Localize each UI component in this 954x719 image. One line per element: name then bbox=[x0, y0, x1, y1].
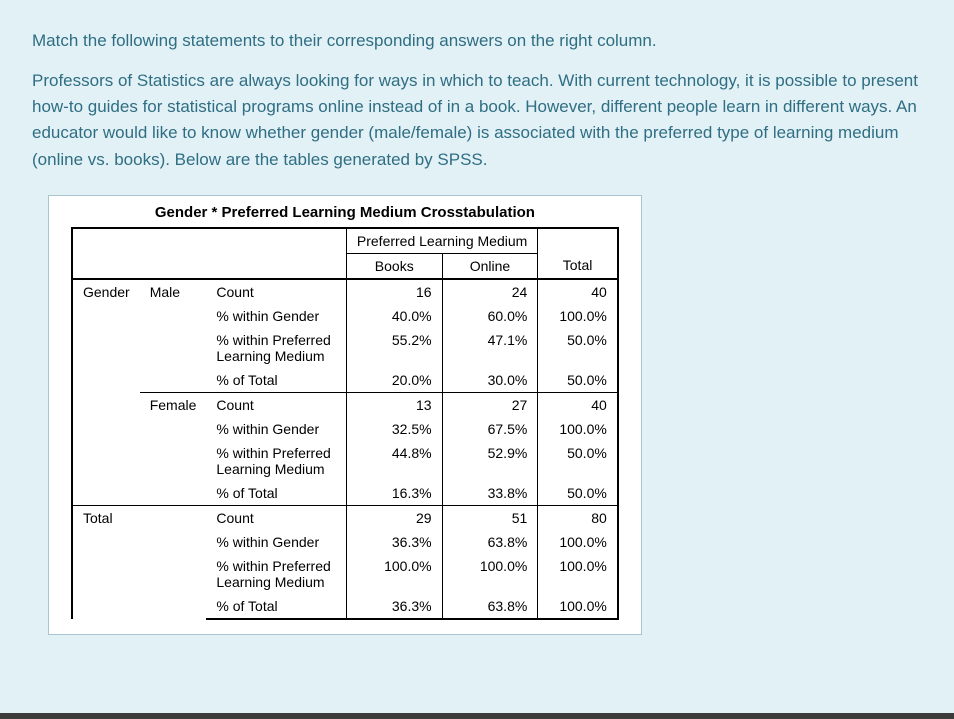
cell: 52.9% bbox=[442, 441, 538, 481]
cell: 60.0% bbox=[442, 304, 538, 328]
row-male-count: Gender Male Count 16 24 40 bbox=[72, 279, 618, 304]
stub-pct-plm: % within PreferredLearning Medium bbox=[206, 441, 346, 481]
cell: 16.3% bbox=[346, 481, 442, 506]
cell: 33.8% bbox=[442, 481, 538, 506]
stub-pct-gender: % within Gender bbox=[206, 530, 346, 554]
instruction-text: Match the following statements to their … bbox=[32, 28, 922, 54]
cell: 29 bbox=[346, 505, 442, 530]
cell: 67.5% bbox=[442, 417, 538, 441]
table-title: Gender * Preferred Learning Medium Cross… bbox=[49, 196, 641, 227]
cell: 27 bbox=[442, 392, 538, 417]
cell: 100.0% bbox=[538, 304, 618, 328]
cell: 36.3% bbox=[346, 530, 442, 554]
stub-pct-gender: % within Gender bbox=[206, 304, 346, 328]
stub-total: Total bbox=[72, 505, 206, 619]
stub-count: Count bbox=[206, 279, 346, 304]
stub-pct-total: % of Total bbox=[206, 368, 346, 393]
stub-pct-total: % of Total bbox=[206, 594, 346, 619]
cell: 100.0% bbox=[538, 594, 618, 619]
stub-gender: Gender bbox=[72, 279, 140, 506]
cell: 100.0% bbox=[346, 554, 442, 594]
cell: 51 bbox=[442, 505, 538, 530]
stub-pct-total: % of Total bbox=[206, 481, 346, 506]
cell: 100.0% bbox=[538, 554, 618, 594]
cell: 20.0% bbox=[346, 368, 442, 393]
cell: 50.0% bbox=[538, 328, 618, 368]
cell: 16 bbox=[346, 279, 442, 304]
cell: 55.2% bbox=[346, 328, 442, 368]
question-panel: Match the following statements to their … bbox=[0, 0, 954, 719]
problem-context-text: Professors of Statistics are always look… bbox=[32, 68, 922, 173]
header-books: Books bbox=[346, 253, 442, 279]
cell: 50.0% bbox=[538, 481, 618, 506]
cell: 47.1% bbox=[442, 328, 538, 368]
cell: 30.0% bbox=[442, 368, 538, 393]
cell: 13 bbox=[346, 392, 442, 417]
cell: 40 bbox=[538, 392, 618, 417]
cell: 100.0% bbox=[538, 417, 618, 441]
cell: 36.3% bbox=[346, 594, 442, 619]
cell: 80 bbox=[538, 505, 618, 530]
cell: 50.0% bbox=[538, 368, 618, 393]
cell: 100.0% bbox=[538, 530, 618, 554]
row-female-count: Female Count 13 27 40 bbox=[72, 392, 618, 417]
cell: 40.0% bbox=[346, 304, 442, 328]
row-total-count: Total Count 29 51 80 bbox=[72, 505, 618, 530]
header-row-2: Books Online Total bbox=[72, 253, 618, 279]
stub-pct-plm: % within PreferredLearning Medium bbox=[206, 328, 346, 368]
cell: 40 bbox=[538, 279, 618, 304]
stub-pct-gender: % within Gender bbox=[206, 417, 346, 441]
stub-female: Female bbox=[140, 392, 207, 505]
bottom-divider bbox=[0, 713, 954, 719]
cell: 44.8% bbox=[346, 441, 442, 481]
cell: 63.8% bbox=[442, 594, 538, 619]
cell: 63.8% bbox=[442, 530, 538, 554]
header-preferred-learning-medium: Preferred Learning Medium bbox=[346, 228, 537, 254]
stub-count: Count bbox=[206, 392, 346, 417]
header-row-1: Preferred Learning Medium bbox=[72, 228, 618, 254]
header-total: Total bbox=[538, 253, 618, 279]
crosstab-container: Gender * Preferred Learning Medium Cross… bbox=[48, 195, 642, 635]
cell: 100.0% bbox=[442, 554, 538, 594]
stub-pct-plm: % within PreferredLearning Medium bbox=[206, 554, 346, 594]
crosstab-table: Preferred Learning Medium Books Online T… bbox=[71, 227, 619, 620]
stub-count: Count bbox=[206, 505, 346, 530]
header-online: Online bbox=[442, 253, 538, 279]
stub-male: Male bbox=[140, 279, 207, 393]
cell: 50.0% bbox=[538, 441, 618, 481]
cell: 32.5% bbox=[346, 417, 442, 441]
cell: 24 bbox=[442, 279, 538, 304]
